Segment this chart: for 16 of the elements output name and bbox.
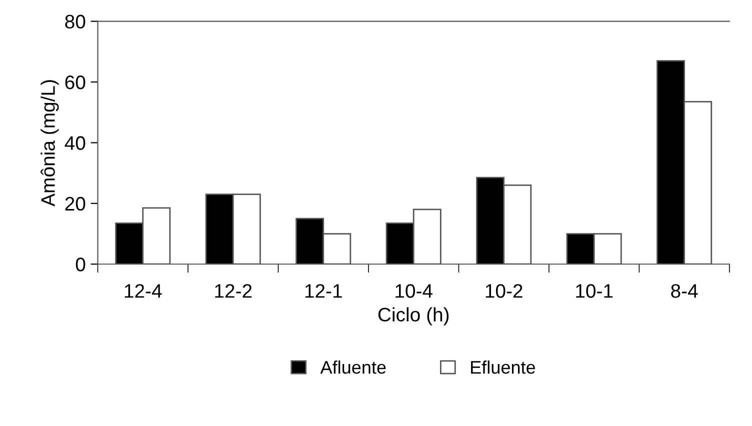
x-tick-label: 10-4 <box>396 284 432 298</box>
y-tick-label: 20 <box>65 196 86 211</box>
x-tick-label: 12-4 <box>124 284 162 298</box>
y-tick-label: 80 <box>65 14 86 29</box>
y-tick-label: 40 <box>64 136 86 150</box>
x-tick-label: 10-2 <box>486 284 522 298</box>
y-axis-title: Amônia (mg/L) <box>40 80 59 206</box>
x-tick-label: 12-1 <box>305 284 342 298</box>
legend-label: Efluente <box>471 360 536 374</box>
y-tick-label: 0 <box>76 258 86 272</box>
y-tick-label: 60 <box>65 75 86 90</box>
legend-label: Afluente <box>320 360 386 374</box>
x-tick-label: 8-4 <box>671 284 698 298</box>
x-tick-label: 10-1 <box>576 284 613 298</box>
x-tick-label: 12-2 <box>215 284 252 298</box>
x-axis-title: Ciclo (h) <box>378 307 449 326</box>
